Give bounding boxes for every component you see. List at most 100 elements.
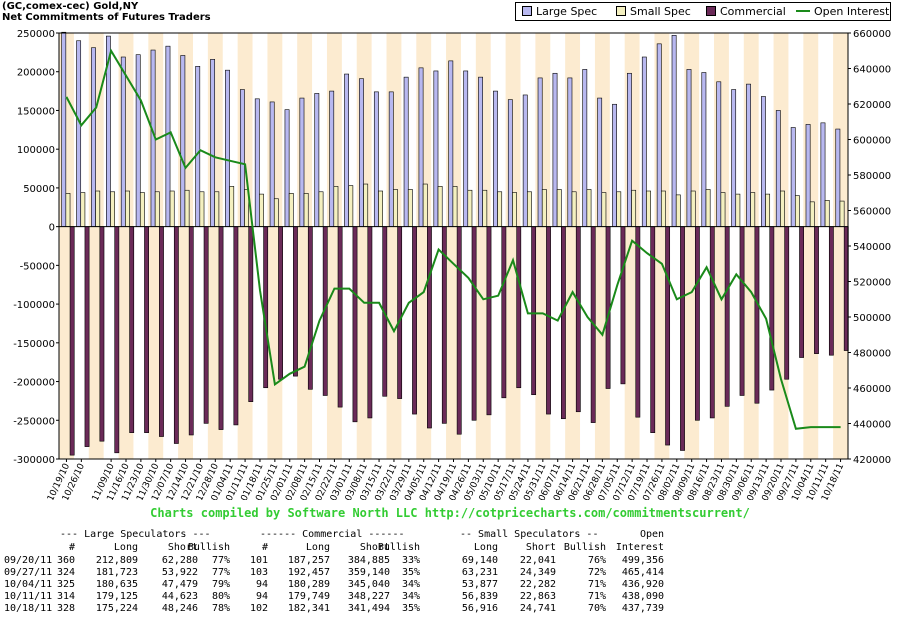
table-cell: 22,863 bbox=[519, 591, 556, 602]
large-spec-bar bbox=[656, 43, 662, 227]
commercial-bar bbox=[69, 226, 75, 456]
commercial-bar bbox=[575, 226, 581, 413]
table-cell: 10/11/11 bbox=[4, 591, 53, 602]
table-cell: 94 bbox=[255, 579, 268, 590]
small-spec-bar bbox=[169, 190, 175, 227]
commercial-bar bbox=[263, 226, 269, 389]
commercial-bar bbox=[486, 226, 492, 416]
table-cell: 465,414 bbox=[621, 567, 664, 578]
table-cell: 53,922 bbox=[161, 567, 198, 578]
table-cell: 182,341 bbox=[287, 603, 330, 614]
right-tick-label: 440000 bbox=[853, 420, 891, 431]
large-spec-bar bbox=[195, 66, 201, 227]
table-cell: 179,125 bbox=[95, 591, 138, 602]
small-spec-bar bbox=[765, 193, 771, 227]
large-spec-bar bbox=[269, 101, 275, 227]
right-tick-label: 560000 bbox=[853, 207, 891, 218]
table-cell: 80% bbox=[211, 591, 230, 602]
legend-swatch-small-spec bbox=[616, 6, 626, 16]
commercial-bar bbox=[739, 226, 745, 396]
large-spec-bar bbox=[686, 69, 692, 227]
commercial-bar bbox=[84, 226, 90, 447]
left-tick-label: 100000 bbox=[17, 145, 55, 156]
credits-link[interactable]: Charts compiled by Software North LLC ht… bbox=[150, 506, 750, 520]
commercial-bar bbox=[203, 226, 209, 424]
small-spec-bar bbox=[65, 193, 71, 227]
commercial-bar bbox=[828, 226, 834, 356]
table-row: 10/04/11 325 180,635 47,479 79% 94 180,289 345,… bbox=[0, 579, 900, 591]
large-spec-bar bbox=[612, 103, 617, 227]
small-spec-bar bbox=[839, 200, 845, 227]
right-tick-label: 600000 bbox=[853, 136, 891, 147]
table-header-row: # Long Short Bullish # Long Short Bullish Long Sh… bbox=[0, 542, 900, 554]
small-spec-bar bbox=[363, 183, 369, 227]
commercial-bar bbox=[412, 226, 417, 415]
col-header: # bbox=[261, 542, 268, 553]
table-cell: 78% bbox=[211, 603, 230, 614]
large-spec-bar bbox=[522, 94, 528, 227]
large-spec-bar bbox=[463, 70, 469, 227]
commercial-bar bbox=[188, 226, 194, 436]
col-header: Bullish bbox=[563, 542, 606, 553]
left-tick-label: 200000 bbox=[17, 68, 55, 79]
right-tick-label: 480000 bbox=[853, 349, 891, 360]
left-tick-label: -150000 bbox=[13, 339, 55, 350]
large-spec-bar bbox=[701, 72, 707, 227]
group-header-large: --- Large Speculators --- bbox=[60, 529, 211, 540]
large-spec-bar bbox=[254, 98, 260, 227]
small-spec-bar bbox=[616, 191, 622, 227]
table-cell: 24,349 bbox=[519, 567, 556, 578]
table-cell: 360 bbox=[56, 555, 75, 566]
commercial-bar bbox=[248, 226, 254, 402]
table-cell: 34% bbox=[401, 591, 420, 602]
large-spec-bar bbox=[641, 56, 647, 227]
table-cell: 499,356 bbox=[621, 555, 664, 566]
table-cell: 47,479 bbox=[161, 579, 198, 590]
small-spec-bar bbox=[705, 189, 711, 227]
commercial-bar bbox=[531, 226, 537, 396]
table-cell: 438,090 bbox=[621, 591, 664, 602]
table-cell: 341,494 bbox=[347, 603, 390, 614]
small-spec-bar bbox=[184, 189, 190, 227]
table-cell: 359,140 bbox=[347, 567, 390, 578]
commercial-bar bbox=[754, 226, 760, 404]
commercial-bar bbox=[218, 226, 224, 430]
small-spec-bar bbox=[288, 193, 294, 227]
table-cell: 10/18/11 bbox=[4, 603, 53, 614]
large-spec-bar bbox=[597, 97, 603, 227]
commercial-bar bbox=[724, 226, 730, 407]
small-spec-bar bbox=[735, 193, 741, 227]
table-cell: 53,877 bbox=[461, 579, 498, 590]
commercial-bar bbox=[427, 226, 432, 429]
large-spec-bar bbox=[805, 124, 811, 227]
right-tick-label: 520000 bbox=[853, 278, 891, 289]
commercial-bar bbox=[159, 226, 164, 437]
table-cell: 33% bbox=[401, 555, 420, 566]
col-header: Long bbox=[113, 542, 138, 553]
large-spec-bar bbox=[775, 110, 781, 227]
legend-label-open-interest: Open Interest bbox=[814, 5, 890, 18]
right-tick-label: 620000 bbox=[853, 100, 891, 111]
open-interest-line-group bbox=[65, 48, 841, 430]
large-spec-bar bbox=[120, 56, 126, 227]
table-cell: 437,739 bbox=[621, 603, 664, 614]
small-spec-bar bbox=[95, 190, 101, 227]
open-interest-line bbox=[65, 48, 841, 430]
table-cell: 09/20/11 bbox=[4, 555, 53, 566]
commercial-bar bbox=[784, 226, 790, 380]
table-cell: 436,920 bbox=[621, 579, 664, 590]
small-spec-bar bbox=[750, 192, 756, 227]
group-header-small: -- Small Speculators -- bbox=[460, 529, 599, 540]
large-spec-bar bbox=[180, 55, 186, 227]
small-spec-bar bbox=[378, 190, 383, 227]
small-spec-bar bbox=[586, 189, 592, 227]
table-cell: 192,457 bbox=[287, 567, 330, 578]
small-spec-bar bbox=[110, 191, 116, 227]
commercial-bar bbox=[471, 226, 477, 421]
large-spec-bar bbox=[373, 91, 379, 227]
table-cell: 34% bbox=[401, 579, 420, 590]
table-cell: 10/04/11 bbox=[4, 579, 53, 590]
commercial-bar bbox=[278, 226, 283, 380]
large-spec-bar bbox=[493, 90, 498, 227]
chart-title: (GC,comex-cec) Gold,NY bbox=[2, 1, 139, 12]
